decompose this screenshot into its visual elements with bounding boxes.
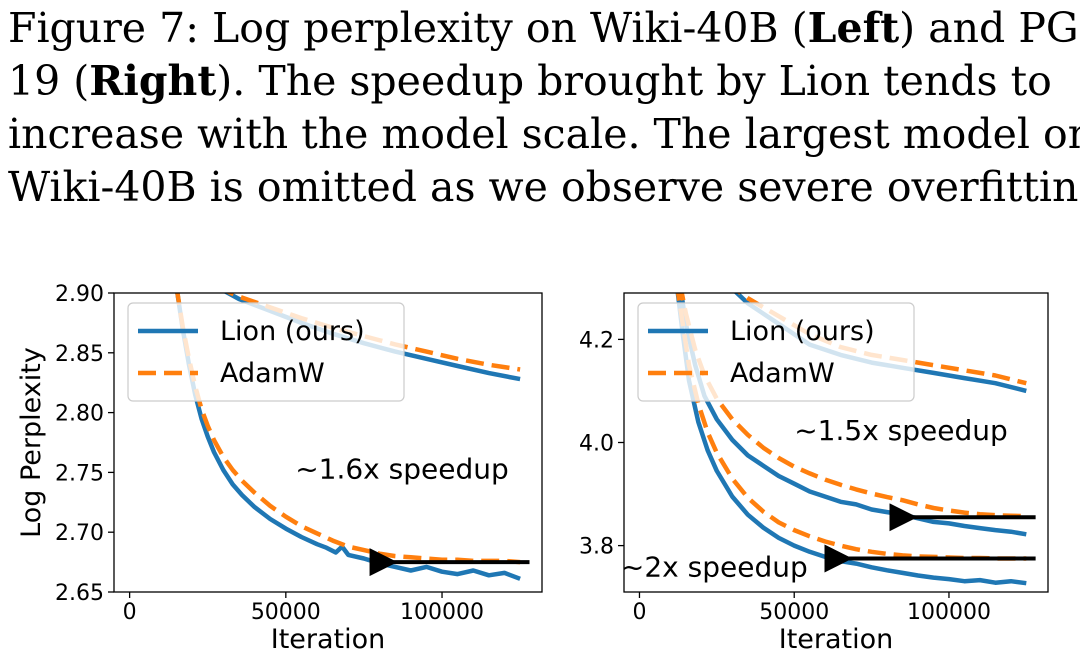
lion-series-line-mid bbox=[678, 293, 1027, 537]
y-tick-label: 4.0 bbox=[579, 432, 614, 457]
caption-text: ) and PG- bbox=[899, 4, 1080, 52]
caption-text: 19 ( bbox=[8, 57, 90, 105]
adamw-series-line-large bbox=[225, 293, 521, 372]
speedup-annotation: ~2x speedup bbox=[621, 551, 808, 584]
plot-frame bbox=[113, 292, 543, 593]
legend-label-adamw: AdamW bbox=[730, 358, 835, 389]
x-tick-label: 50000 bbox=[251, 600, 321, 625]
y-tick-label: 2.65 bbox=[55, 581, 104, 606]
caption-line-2: 19 (Right). The speedup brought by Lion … bbox=[8, 55, 1074, 108]
speedup-annotation: ~1.5x speedup bbox=[794, 414, 1008, 447]
x-tick-label: 0 bbox=[123, 600, 137, 625]
y-tick-label: 4.2 bbox=[579, 328, 614, 353]
y-tick-label: 2.85 bbox=[55, 342, 104, 367]
x-tick-label: 100000 bbox=[907, 600, 991, 625]
x-axis-label: Iteration bbox=[271, 624, 386, 655]
chart-panel-right: 0 50000 100000 3.8 4.0 4.2 Iteration Lion (ours… bbox=[579, 292, 1049, 655]
y-tick-label: 2.75 bbox=[55, 461, 104, 486]
y-tick-label: 2.70 bbox=[55, 521, 104, 546]
x-tick-label: 0 bbox=[632, 600, 646, 625]
caption-line-1: Figure 7: Log perplexity on Wiki-40B (Le… bbox=[8, 2, 1080, 55]
legend-label-lion: Lion (ours) bbox=[730, 316, 875, 347]
legend-label-lion: Lion (ours) bbox=[220, 316, 365, 347]
speedup-annotation: ~1.6x speedup bbox=[295, 452, 509, 485]
caption-line-4: Wiki-40B is omitted as we observe severe… bbox=[8, 163, 1080, 211]
x-tick-label: 50000 bbox=[759, 600, 829, 625]
figure-caption: Figure 7: Log perplexity on Wiki-40B (Le… bbox=[8, 2, 1080, 214]
y-tick-label: 2.90 bbox=[55, 282, 104, 307]
x-axis-label: Iteration bbox=[779, 624, 894, 655]
caption-bold-left: Left bbox=[807, 4, 900, 52]
lion-series-line-small bbox=[175, 293, 521, 581]
y-tick-label: 2.80 bbox=[55, 402, 104, 427]
caption-text: ). The speedup brought by Lion tends to bbox=[216, 57, 1052, 105]
caption-bold-right: Right bbox=[89, 57, 217, 105]
legend: Lion (ours) AdamW bbox=[637, 302, 915, 402]
legend: Lion (ours) AdamW bbox=[127, 302, 405, 402]
legend-box bbox=[637, 302, 915, 402]
adamw-series-line-mid bbox=[679, 293, 1027, 519]
y-tick-label: 3.8 bbox=[579, 535, 614, 560]
caption-line-3: increase with the model scale. The large… bbox=[8, 110, 1080, 158]
chart-panel-left: 0 50000 100000 2.65 2.70 2.75 2.80 2.85 2.90 Iter… bbox=[16, 282, 543, 655]
caption-text: Figure 7: Log perplexity on Wiki-40B ( bbox=[8, 4, 808, 52]
x-tick-label: 100000 bbox=[400, 600, 484, 625]
legend-label-adamw: AdamW bbox=[220, 358, 325, 389]
legend-box bbox=[127, 302, 405, 402]
y-axis-label: Log Perplexity bbox=[16, 347, 47, 538]
adamw-series-line-small bbox=[175, 293, 521, 565]
